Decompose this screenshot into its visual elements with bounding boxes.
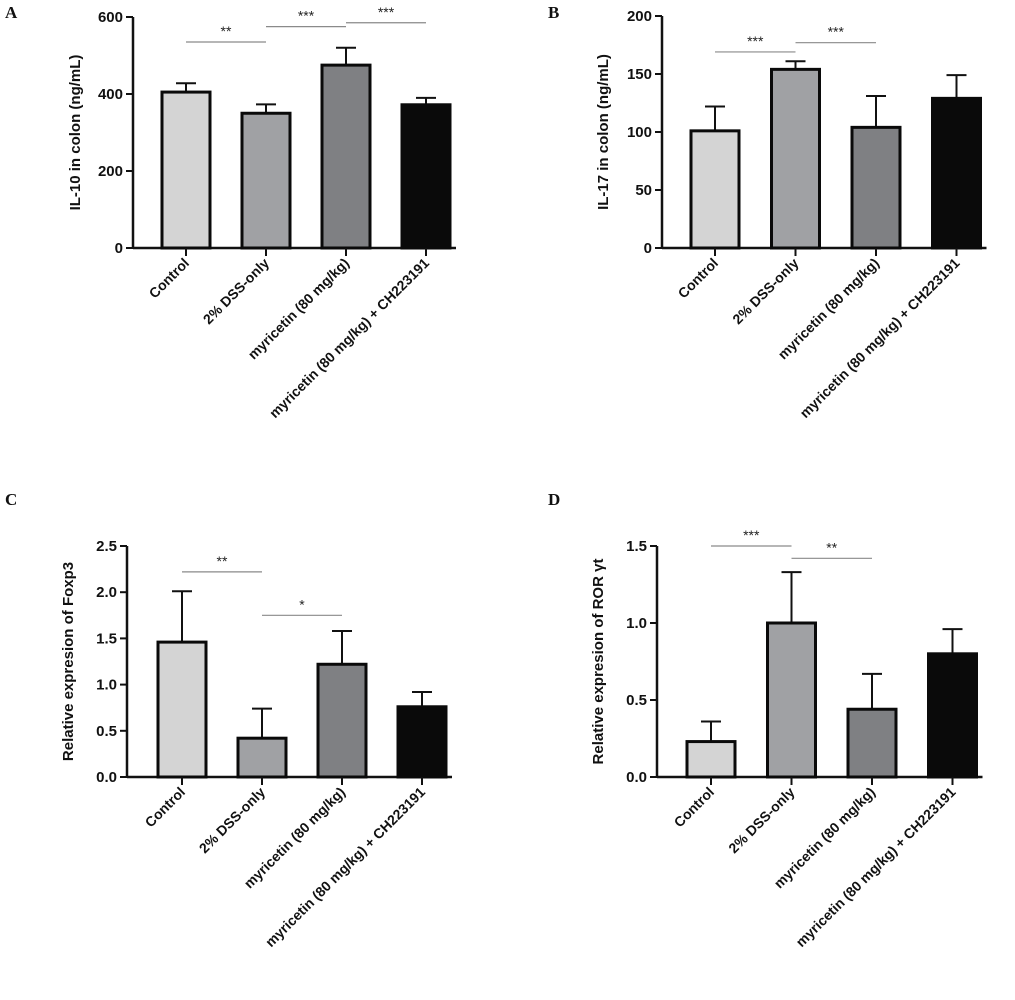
bar xyxy=(156,640,208,779)
x-tick-label: myricetin (80 mg/kg) + CH223191 xyxy=(266,255,432,421)
x-tick-label: Control xyxy=(675,255,722,302)
x-tick-label: Control xyxy=(671,784,718,831)
panel-B: B 0 50 100 150 200 IL-17 in colon (ng/mL) Contr… xyxy=(548,3,987,421)
x-tick-label: 2% DSS-only xyxy=(196,784,269,857)
significance-label: *** xyxy=(743,527,760,543)
x-tick-label: 2% DSS-only xyxy=(200,255,273,328)
bar xyxy=(846,707,898,779)
bar xyxy=(400,103,452,250)
x-tick-label: Control xyxy=(142,784,189,831)
bar xyxy=(927,652,978,779)
y-tick-label: 200 xyxy=(98,163,123,180)
bar xyxy=(685,740,737,779)
significance-label: *** xyxy=(298,8,315,24)
panel-label: C xyxy=(5,490,17,509)
y-tick-label: 0.5 xyxy=(626,692,647,709)
y-tick-label: 0.0 xyxy=(96,769,117,786)
significance-label: ** xyxy=(221,23,232,39)
x-tick-label: myricetin (80 mg/kg) + CH223191 xyxy=(262,784,428,950)
x-tick-label: 2% DSS-only xyxy=(725,784,798,857)
y-axis-label: IL-17 in colon (ng/mL) xyxy=(595,54,612,210)
x-tick-label: myricetin (80 mg/kg) + CH223191 xyxy=(792,784,958,950)
significance-label: *** xyxy=(747,33,764,49)
y-tick-label: 1.5 xyxy=(626,538,647,555)
y-axis-label: Relative expresion of ROR γt xyxy=(590,559,607,765)
y-tick-label: 1.0 xyxy=(626,615,647,632)
bar xyxy=(160,90,212,250)
panel-label: A xyxy=(5,3,18,22)
significance-label: ** xyxy=(217,553,228,569)
bar xyxy=(320,63,372,250)
bar xyxy=(689,129,741,250)
y-tick-label: 1.0 xyxy=(96,677,117,694)
y-tick-label: 600 xyxy=(98,9,123,26)
panel-D: D 0.0 0.5 1.0 1.5 Relative expresion of ROR γ… xyxy=(548,490,983,950)
significance-label: *** xyxy=(828,24,845,40)
x-tick-label: myricetin (80 mg/kg) + CH223191 xyxy=(796,255,962,421)
bar xyxy=(850,125,902,250)
bar xyxy=(316,662,368,779)
x-tick-label: Control xyxy=(146,255,193,302)
y-tick-label: 200 xyxy=(627,8,652,25)
x-tick-label: 2% DSS-only xyxy=(729,255,802,328)
significance-label: *** xyxy=(378,4,395,20)
y-tick-label: 2.5 xyxy=(96,538,117,555)
bar xyxy=(396,705,448,779)
y-tick-label: 50 xyxy=(635,182,652,199)
y-tick-label: 100 xyxy=(627,124,652,141)
bar xyxy=(770,67,821,250)
panel-label: B xyxy=(548,3,559,22)
y-tick-label: 1.5 xyxy=(96,630,117,647)
bar xyxy=(766,621,817,779)
bar xyxy=(240,111,292,250)
panel-A: A 0 200 400 600 IL-10 in colon (ng/mL) Control… xyxy=(5,3,456,421)
y-tick-label: 150 xyxy=(627,66,652,83)
y-axis-label: IL-10 in colon (ng/mL) xyxy=(67,55,84,211)
y-axis-label: Relative expresion of Foxp3 xyxy=(60,562,77,761)
panel-C: C 0.0 0.5 1.0 1.5 2.0 2.5 Relative expresion of… xyxy=(5,490,452,950)
significance-label: * xyxy=(299,596,305,612)
y-tick-label: 0.0 xyxy=(626,769,647,786)
y-tick-label: 2.0 xyxy=(96,584,117,601)
bar xyxy=(236,736,288,779)
significance-label: ** xyxy=(826,539,837,555)
y-tick-label: 0 xyxy=(644,240,652,257)
y-tick-label: 400 xyxy=(98,86,123,103)
panel-label: D xyxy=(548,490,560,509)
bar xyxy=(931,96,982,250)
y-tick-label: 0.5 xyxy=(96,723,117,740)
y-tick-label: 0 xyxy=(115,240,123,257)
